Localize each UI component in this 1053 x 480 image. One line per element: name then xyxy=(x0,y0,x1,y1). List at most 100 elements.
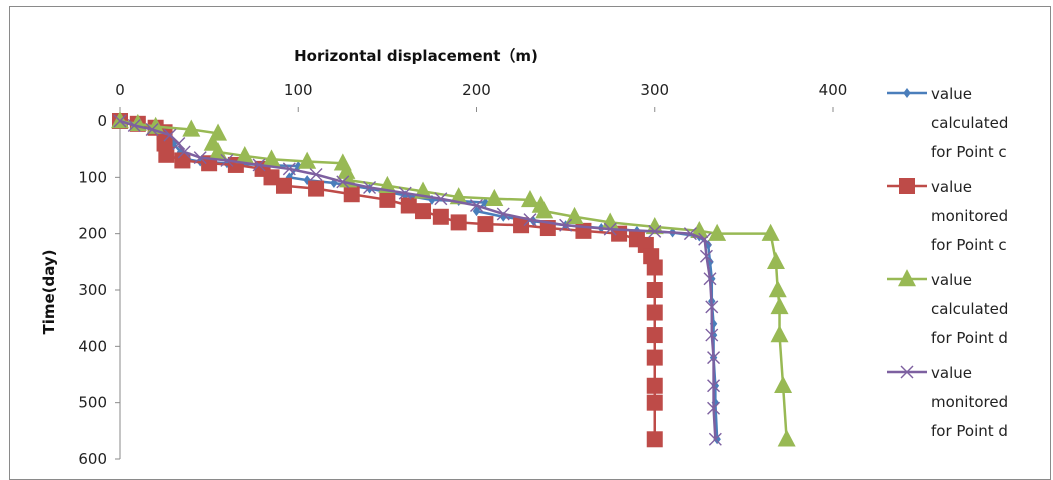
data-point xyxy=(145,122,159,136)
data-point xyxy=(235,146,254,164)
data-point xyxy=(899,178,915,194)
legend-item: value monitored for Point c xyxy=(887,178,1008,254)
legend-label: monitored xyxy=(931,393,1008,411)
data-point xyxy=(496,207,510,221)
data-point xyxy=(513,217,530,234)
data-point xyxy=(470,199,483,212)
data-point xyxy=(768,280,787,298)
data-point xyxy=(903,88,911,98)
series-line xyxy=(119,119,656,440)
data-point xyxy=(262,149,281,167)
line-chart: 0 100 200 300 400 0 100 200 300 400 500 600 Horizo… xyxy=(40,47,1008,468)
data-point xyxy=(485,188,504,206)
chart-frame: 0 100 200 300 400 0 100 200 300 400 500 600 Horizo… xyxy=(9,6,1051,480)
series-3 xyxy=(111,111,796,447)
legend-label: for Point c xyxy=(931,236,1007,254)
data-point xyxy=(282,162,296,176)
series-line xyxy=(119,119,788,440)
data-point xyxy=(523,213,537,227)
data-point xyxy=(705,300,719,314)
data-point xyxy=(645,217,664,235)
legend-label: value xyxy=(931,85,972,103)
legend-item: value calculated for Point d xyxy=(887,269,1008,347)
data-point xyxy=(275,177,292,194)
data-point xyxy=(174,152,191,169)
data-point xyxy=(477,216,494,233)
data-point xyxy=(708,432,722,446)
x-tick-label: 300 xyxy=(640,81,669,99)
data-point xyxy=(298,151,317,169)
data-point xyxy=(707,351,721,365)
y-tick-label: 400 xyxy=(78,337,107,355)
y-axis-title: Time(day) xyxy=(40,249,58,334)
plot-area: 0 100 200 300 400 0 100 200 300 400 500 600 xyxy=(78,81,847,468)
data-point xyxy=(683,227,697,241)
data-point xyxy=(705,328,719,342)
data-point xyxy=(646,304,663,321)
data-point xyxy=(603,222,617,236)
data-point xyxy=(707,379,721,393)
x-tick-label: 0 xyxy=(115,81,125,99)
data-point xyxy=(220,153,234,167)
series-2 xyxy=(112,113,663,448)
data-point xyxy=(343,186,360,203)
data-point xyxy=(193,151,207,165)
data-point xyxy=(770,297,789,315)
data-point xyxy=(703,272,717,286)
legend-item: value calculated for Point c xyxy=(887,85,1008,161)
data-point xyxy=(761,223,780,241)
data-point xyxy=(900,365,914,379)
data-point xyxy=(308,180,325,197)
data-point xyxy=(400,197,417,214)
data-point xyxy=(177,145,191,159)
data-point xyxy=(263,169,280,186)
data-point xyxy=(172,137,186,151)
data-point xyxy=(363,180,377,194)
y-tick-label: 300 xyxy=(78,281,107,299)
series-layer xyxy=(111,111,796,448)
data-point xyxy=(708,223,727,241)
legend-label: monitored xyxy=(931,207,1008,225)
data-point xyxy=(646,327,663,344)
data-point xyxy=(252,158,266,172)
data-point xyxy=(379,191,396,208)
legend-label: for Point d xyxy=(931,329,1008,347)
x-ticks: 0 100 200 300 400 xyxy=(115,81,847,112)
x-tick-label: 100 xyxy=(284,81,313,99)
series-4 xyxy=(113,114,722,446)
legend: value calculated for Point c value monitored… xyxy=(887,85,1008,440)
y-tick-label: 100 xyxy=(78,168,107,186)
data-point xyxy=(766,251,785,270)
legend-label: value xyxy=(931,364,972,382)
data-point xyxy=(113,114,127,128)
y-tick-label: 600 xyxy=(78,450,107,468)
data-point xyxy=(209,142,228,160)
y-tick-label: 500 xyxy=(78,394,107,412)
x-tick-label: 400 xyxy=(819,81,848,99)
legend-label: value xyxy=(931,271,972,289)
data-point xyxy=(337,161,356,179)
data-point xyxy=(158,146,175,163)
data-point xyxy=(646,259,663,276)
data-point xyxy=(111,111,129,129)
data-point xyxy=(535,201,554,219)
data-point xyxy=(336,175,350,189)
data-point xyxy=(698,232,712,246)
data-point xyxy=(770,325,789,343)
data-point xyxy=(450,214,467,231)
legend-label: for Point c xyxy=(931,143,1007,161)
data-point xyxy=(398,186,412,200)
y-tick-label: 0 xyxy=(97,112,107,130)
data-point xyxy=(432,208,449,225)
data-point xyxy=(690,220,709,239)
data-point xyxy=(646,431,663,448)
data-point xyxy=(706,256,714,267)
legend-item: value monitored for Point d xyxy=(887,364,1008,440)
data-point xyxy=(434,192,448,206)
data-point xyxy=(646,349,663,366)
data-point xyxy=(565,206,584,224)
legend-label: value xyxy=(931,178,972,196)
x-axis-title: Horizontal displacement（m) xyxy=(294,47,538,65)
data-point xyxy=(646,377,663,394)
data-point xyxy=(449,187,468,205)
